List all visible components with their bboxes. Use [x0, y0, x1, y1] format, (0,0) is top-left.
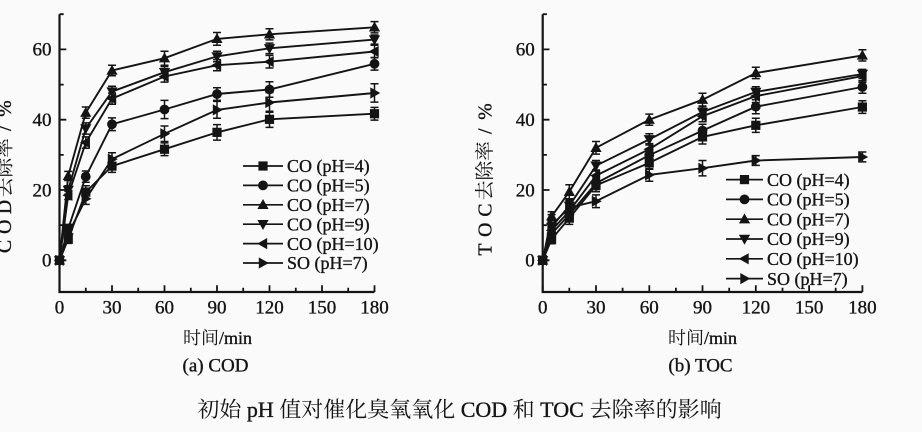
svg-text:180: 180: [360, 298, 389, 319]
svg-text:CO (pH=5): CO (pH=5): [767, 190, 850, 211]
svg-text:0: 0: [538, 298, 548, 319]
svg-text:COD: COD: [455, 397, 512, 422]
svg-text:%: %: [0, 100, 16, 116]
svg-text:C: C: [0, 240, 16, 253]
svg-text:T: T: [475, 243, 497, 255]
svg-text:60: 60: [516, 40, 535, 61]
svg-text:SO (pH=7): SO (pH=7): [287, 253, 368, 274]
svg-text:D: D: [0, 200, 16, 214]
svg-text:20: 20: [33, 180, 52, 201]
svg-text:pH: pH: [241, 397, 279, 422]
svg-text:CO (pH=10): CO (pH=10): [287, 234, 379, 255]
svg-text:0: 0: [525, 251, 535, 272]
svg-text:CO (pH=10): CO (pH=10): [767, 249, 859, 270]
svg-text:CO (pH=5): CO (pH=5): [287, 176, 370, 197]
svg-text:/: /: [0, 125, 16, 131]
svg-text:0: 0: [55, 298, 65, 319]
svg-text:CO (pH=4): CO (pH=4): [287, 156, 370, 177]
svg-text:180: 180: [848, 298, 877, 319]
svg-text:CO (pH=4): CO (pH=4): [767, 170, 850, 191]
svg-text:/min: /min: [704, 328, 737, 348]
svg-text:0: 0: [42, 251, 52, 272]
svg-text:(b) TOC: (b) TOC: [668, 356, 732, 377]
svg-text:CO (pH=9): CO (pH=9): [767, 229, 850, 250]
svg-text:CO (pH=9): CO (pH=9): [287, 214, 370, 235]
svg-text:TOC: TOC: [535, 397, 590, 422]
svg-text:O: O: [0, 220, 16, 234]
svg-text:(a) COD: (a) COD: [183, 356, 249, 377]
svg-text:20: 20: [516, 180, 535, 201]
svg-text:30: 30: [586, 298, 605, 319]
svg-text:30: 30: [103, 298, 122, 319]
svg-text:90: 90: [693, 298, 712, 319]
svg-text:CO (pH=7): CO (pH=7): [767, 209, 850, 230]
svg-text:/: /: [475, 128, 497, 134]
svg-text:C: C: [475, 203, 497, 216]
svg-text:120: 120: [255, 298, 284, 319]
svg-text:%: %: [475, 103, 497, 119]
svg-text:90: 90: [208, 298, 227, 319]
svg-text:CO (pH=7): CO (pH=7): [287, 195, 370, 216]
svg-text:SO (pH=7): SO (pH=7): [767, 269, 848, 290]
svg-text:150: 150: [795, 298, 824, 319]
svg-text:O: O: [475, 223, 497, 237]
svg-text:150: 150: [308, 298, 337, 319]
svg-text:60: 60: [640, 298, 659, 319]
svg-text:40: 40: [516, 110, 535, 131]
svg-text:40: 40: [33, 110, 52, 131]
svg-text:/min: /min: [219, 328, 252, 348]
svg-text:60: 60: [155, 298, 174, 319]
svg-text:60: 60: [33, 40, 52, 61]
svg-text:120: 120: [742, 298, 771, 319]
